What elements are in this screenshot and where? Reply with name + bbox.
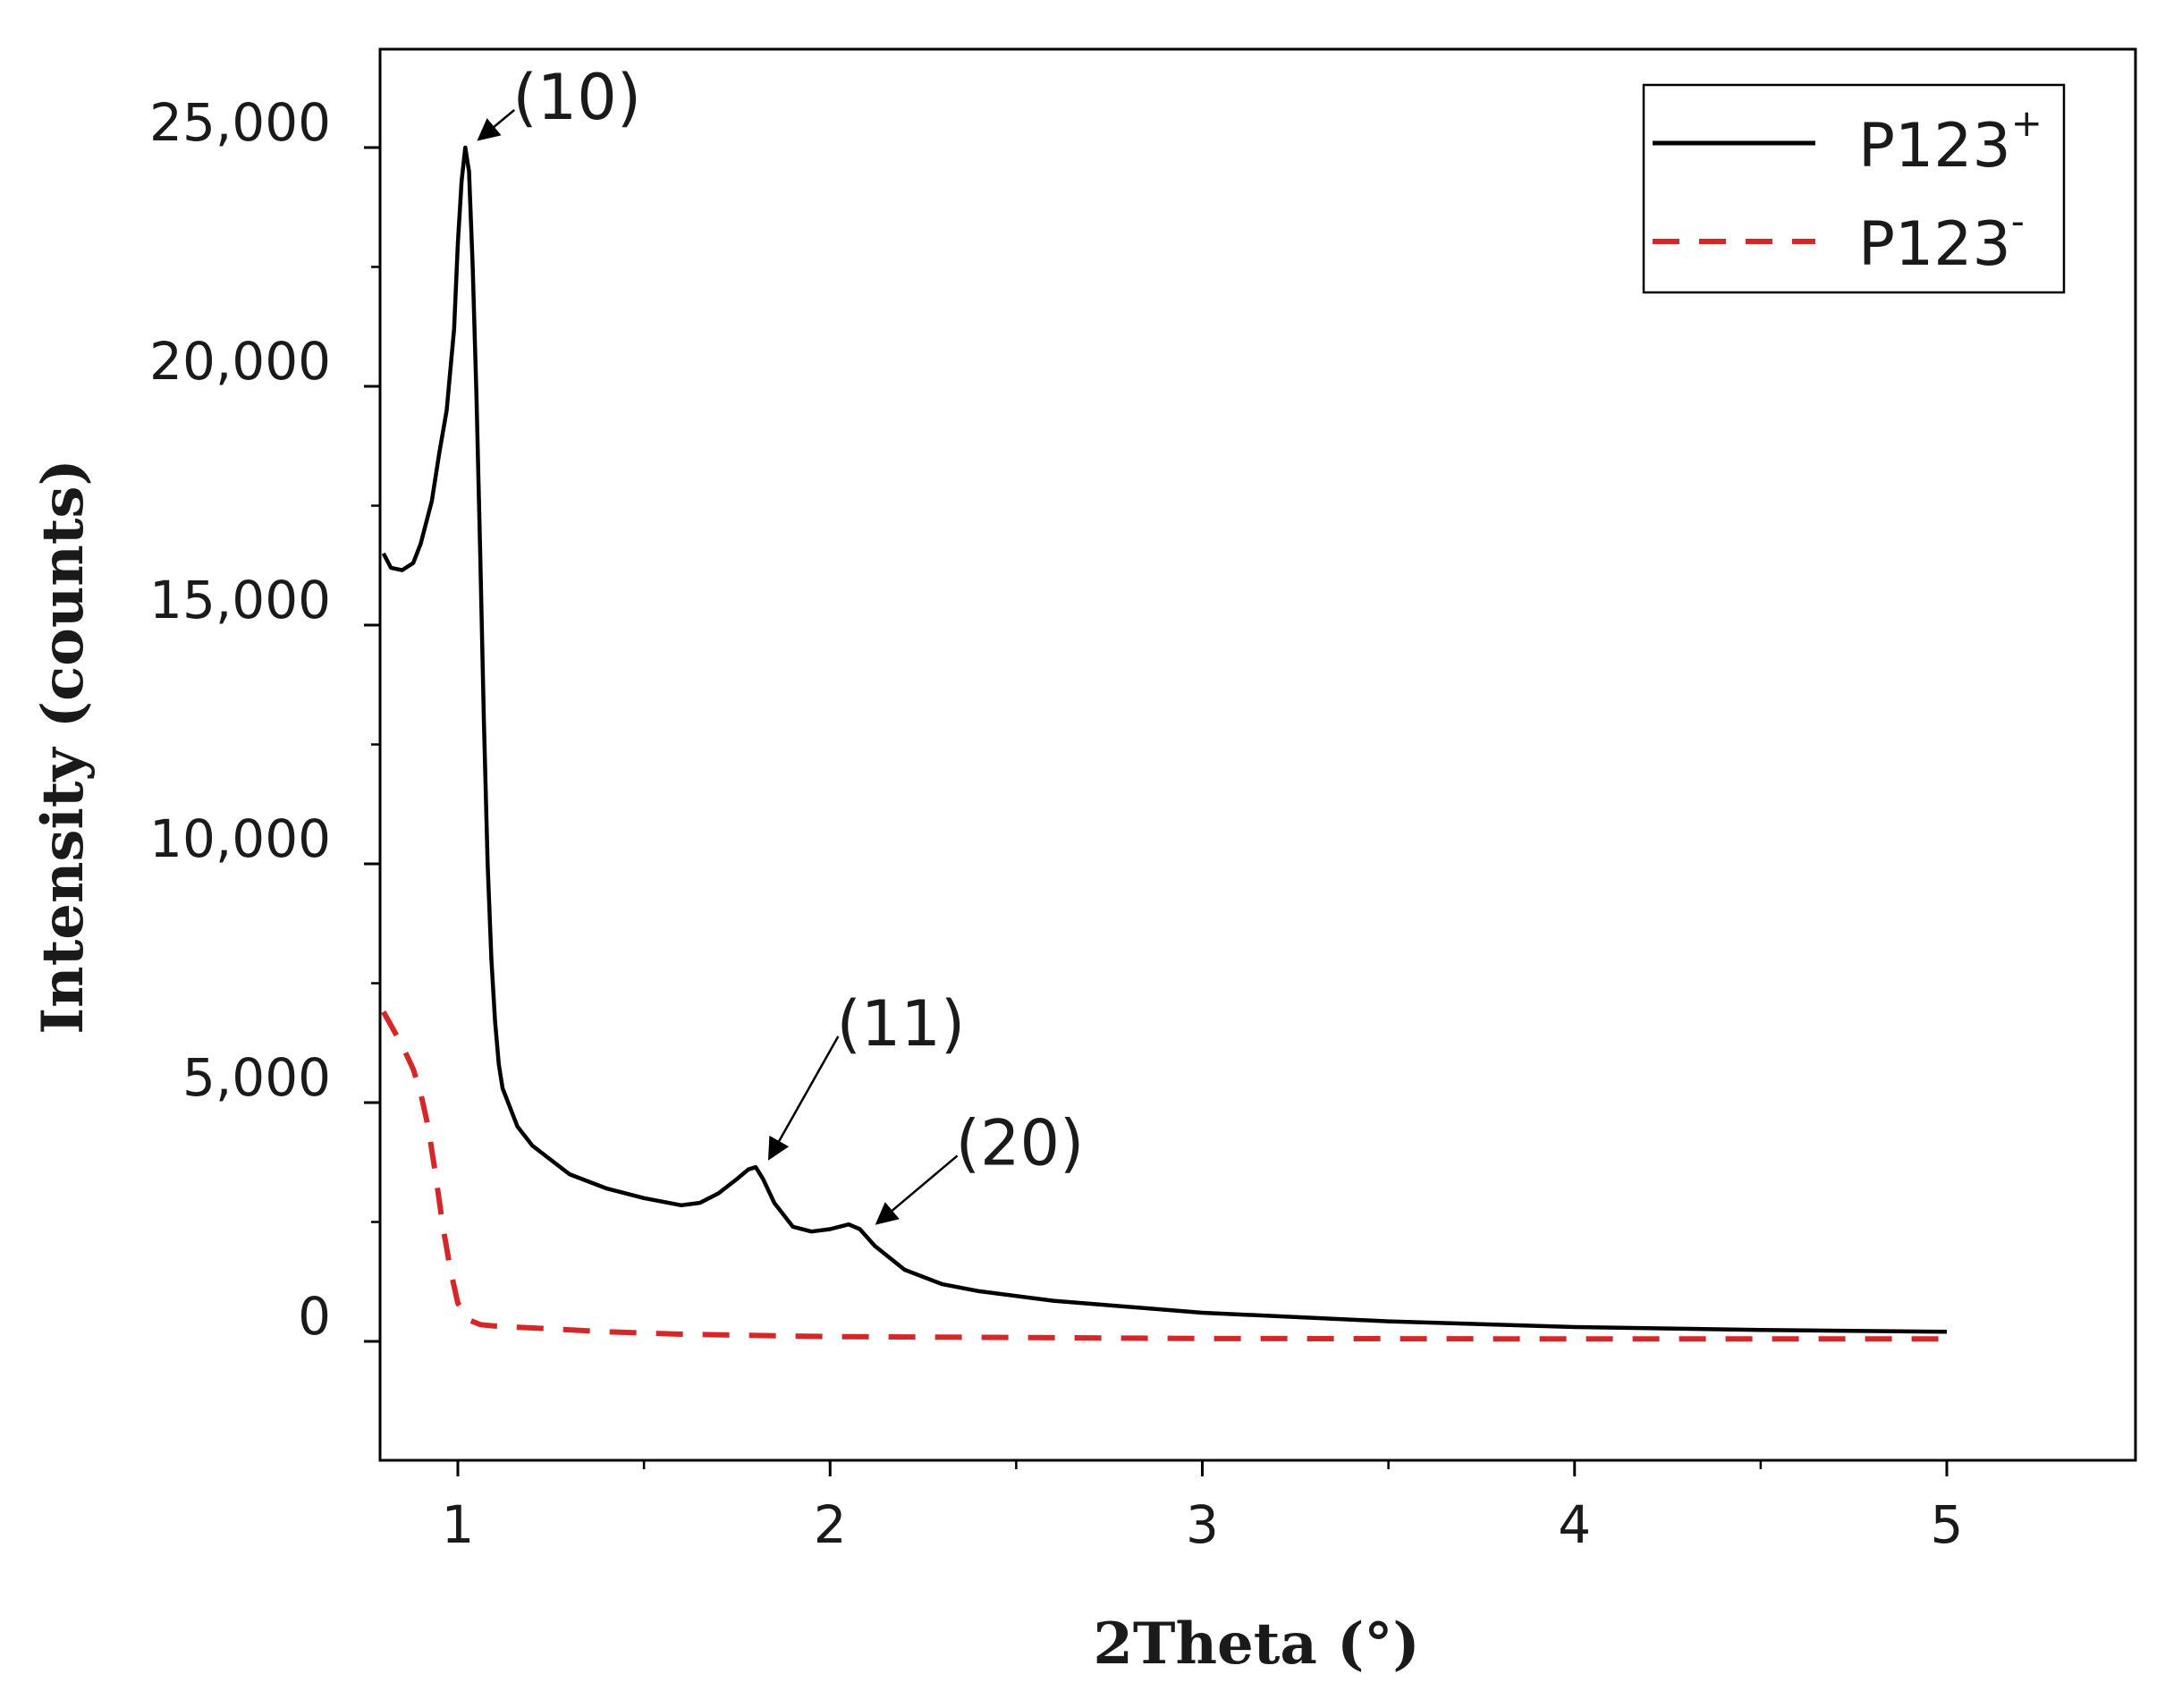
legend-label-p123-plus: P123+ xyxy=(1858,101,2042,182)
peak-annotation-label: (10) xyxy=(512,61,641,134)
legend-label-p123-minus: P123- xyxy=(1858,199,2025,280)
x-tick-label: 4 xyxy=(1558,1494,1591,1555)
peak-annotation-label: (20) xyxy=(956,1106,1085,1180)
y-tick-labels: 0 5,000 10,000 15,000 20,000 25,000 xyxy=(149,92,331,1347)
x-tick-labels: 1 2 3 4 5 xyxy=(442,1494,1964,1555)
y-tick-label: 5,000 xyxy=(182,1047,331,1108)
x-tick-label: 5 xyxy=(1931,1494,1964,1555)
peak-annotation-arrow xyxy=(875,1154,959,1225)
peak-annotation-arrow xyxy=(767,1036,840,1161)
x-tick-label: 2 xyxy=(814,1494,847,1555)
axis-ticks xyxy=(364,146,1949,1476)
plot-area-frame xyxy=(378,47,2137,1462)
peak-annotation-label: (11) xyxy=(836,987,965,1061)
y-tick-label: 15,000 xyxy=(149,570,331,630)
legend-box xyxy=(1642,83,2066,294)
y-tick-label: 0 xyxy=(298,1286,331,1347)
series-layer xyxy=(381,145,1948,1342)
y-tick-label: 20,000 xyxy=(149,331,331,392)
legend: P123+ P123- xyxy=(1642,83,2066,294)
series-line-p123-plus xyxy=(381,145,1948,1334)
series-line-p123-minus xyxy=(381,1010,1947,1342)
annotations: (10) (11) (20) xyxy=(477,61,1085,1225)
x-tick-label: 1 xyxy=(442,1494,475,1555)
y-axis-title: Intensity (counts) xyxy=(30,459,97,1035)
y-tick-label: 10,000 xyxy=(149,808,331,869)
peak-annotation-arrow xyxy=(477,108,515,141)
x-tick-label: 3 xyxy=(1186,1494,1219,1555)
x-axis-title: 2Theta (°) xyxy=(1093,1611,1419,1678)
y-tick-label: 25,000 xyxy=(149,92,331,153)
